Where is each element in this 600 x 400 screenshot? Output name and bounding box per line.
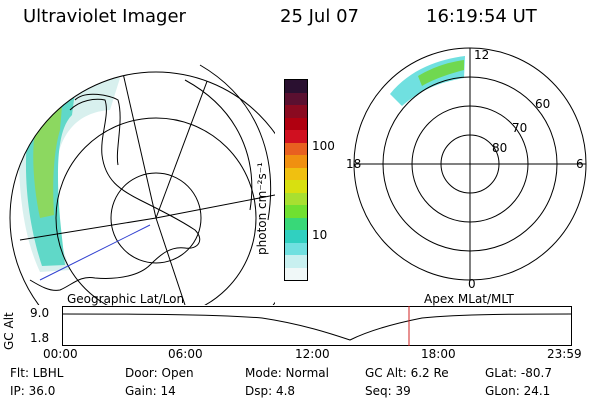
lat-circle-inner bbox=[110, 172, 202, 264]
date-label: 25 Jul 07 bbox=[280, 6, 359, 27]
altitude-plot bbox=[62, 306, 572, 346]
polar-label: Apex MLat/MLT bbox=[424, 292, 514, 306]
lon-line-5 bbox=[155, 217, 186, 305]
time-tick-1800: 18:00 bbox=[421, 347, 456, 361]
glat-info: GLat: -80.7 bbox=[485, 366, 552, 380]
colorbar-tick-100: 100 bbox=[312, 139, 335, 153]
colorbar-stop-10 bbox=[285, 205, 307, 218]
colorbar-stop-6 bbox=[285, 155, 307, 168]
lon-line-3 bbox=[155, 194, 275, 219]
colorbar-tick-10: 10 bbox=[312, 228, 328, 242]
polar-plot: 60 70 80 12 18 6 0 bbox=[346, 47, 587, 291]
altitude-tick-high: 9.0 bbox=[30, 306, 50, 320]
polar-lat-80: 80 bbox=[492, 141, 507, 155]
colorbar-stop-13 bbox=[285, 242, 307, 255]
coastline bbox=[29, 98, 201, 291]
time-label: 16:19:54 UT bbox=[426, 6, 537, 27]
track-line bbox=[39, 224, 151, 281]
mode-info: Mode: Normal bbox=[245, 366, 329, 380]
polar-mlt-18: 18 bbox=[346, 157, 361, 171]
filter-info: Flt: LBHL bbox=[10, 366, 64, 380]
altitude-plot-frame bbox=[62, 306, 572, 346]
aurora-core bbox=[33, 106, 62, 218]
time-tick-0600: 06:00 bbox=[168, 347, 203, 361]
colorbar-stop-1 bbox=[285, 92, 307, 105]
outer-arc-2 bbox=[199, 64, 272, 221]
outer-arc-1 bbox=[184, 79, 253, 211]
instrument-title: Ultraviolet Imager bbox=[23, 6, 186, 27]
gc-alt-info: GC Alt: 6.2 Re bbox=[365, 366, 449, 380]
lon-line-1 bbox=[119, 72, 157, 219]
colorbar-stop-0 bbox=[285, 80, 307, 93]
map-outline bbox=[9, 71, 275, 305]
polar-mlt-6: 6 bbox=[576, 157, 584, 171]
colorbar bbox=[284, 79, 308, 281]
time-tick-0000: 00:00 bbox=[43, 347, 78, 361]
time-tick-2359: 23:59 bbox=[547, 347, 582, 361]
altitude-tick-low: 1.8 bbox=[30, 331, 50, 345]
colorbar-stop-3 bbox=[285, 117, 307, 130]
geographic-map bbox=[9, 64, 275, 305]
colorbar-stop-12 bbox=[285, 230, 307, 243]
colorbar-stop-5 bbox=[285, 142, 307, 155]
lat-circle-middle bbox=[55, 117, 257, 305]
colorbar-stop-9 bbox=[285, 192, 307, 205]
gain-info: Gain: 14 bbox=[125, 384, 176, 398]
colorbar-stop-8 bbox=[285, 180, 307, 193]
altitude-curve bbox=[62, 313, 572, 341]
altitude-axis-label: GC Alt bbox=[2, 312, 16, 350]
polar-lat-70: 70 bbox=[512, 121, 527, 135]
door-info: Door: Open bbox=[125, 366, 194, 380]
colorbar-stop-4 bbox=[285, 130, 307, 143]
geographic-label: Geographic Lat/Lon bbox=[67, 292, 185, 306]
dsp-info: Dsp: 4.8 bbox=[245, 384, 296, 398]
colorbar-stop-7 bbox=[285, 167, 307, 180]
colorbar-unit-label: photon cm⁻²s⁻¹ bbox=[255, 162, 269, 255]
lon-line-2 bbox=[155, 72, 216, 219]
time-tick-1200: 12:00 bbox=[295, 347, 330, 361]
coastline-ice bbox=[74, 93, 121, 166]
seq-info: Seq: 39 bbox=[365, 384, 411, 398]
polar-aurora-core bbox=[418, 60, 464, 86]
colorbar-stop-11 bbox=[285, 217, 307, 230]
polar-mlt-0: 0 bbox=[468, 277, 476, 291]
polar-mlt-12: 12 bbox=[474, 48, 489, 62]
glon-info: GLon: 24.1 bbox=[485, 384, 551, 398]
colorbar-stop-2 bbox=[285, 105, 307, 118]
colorbar-stop-15 bbox=[285, 267, 307, 280]
ip-info: IP: 36.0 bbox=[10, 384, 56, 398]
colorbar-stop-14 bbox=[285, 255, 307, 268]
polar-lat-60: 60 bbox=[535, 97, 550, 111]
lon-line-4 bbox=[19, 217, 157, 241]
